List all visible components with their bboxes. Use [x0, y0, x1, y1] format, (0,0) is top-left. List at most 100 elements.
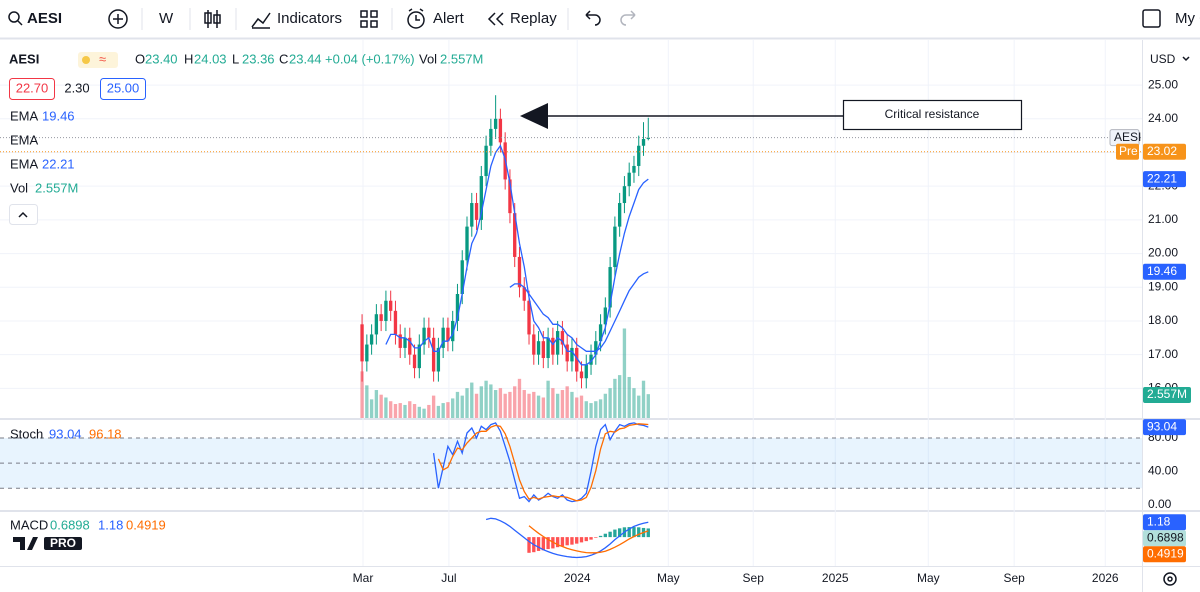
premarket-tag — [1116, 143, 1139, 160]
volume-bar — [598, 399, 603, 418]
macd-histogram-bar — [560, 537, 565, 547]
redo-button[interactable] — [620, 10, 636, 26]
indicator-name: EMA — [10, 156, 39, 171]
gear-icon — [1163, 572, 1177, 586]
bid-box[interactable] — [9, 78, 55, 100]
candle-body — [403, 337, 407, 348]
volume-bar — [617, 375, 622, 418]
y-tick-label: 18.00 — [1148, 313, 1178, 327]
volume-bar — [536, 395, 541, 418]
symbol-search[interactable]: AESI — [8, 10, 62, 27]
macd-histogram-bar — [527, 537, 531, 553]
volume-bar — [594, 401, 598, 418]
candle-body — [455, 294, 460, 321]
volume-bar — [398, 403, 402, 418]
y-tick-label: 21.00 — [1148, 212, 1178, 226]
settings-button[interactable] — [1163, 572, 1177, 586]
plot-area: MarJul2024MaySep2025MaySep202616.0017.00… — [0, 40, 1191, 585]
undo-button[interactable] — [585, 10, 601, 26]
candle-body — [532, 334, 536, 355]
ohlc-value: 23.36 — [242, 51, 275, 66]
candle-body — [384, 300, 388, 321]
volume-bar — [470, 382, 474, 418]
grid-icon — [360, 10, 378, 28]
volume-bar — [446, 402, 450, 418]
candle-body — [536, 341, 541, 355]
candle-body — [541, 341, 546, 359]
candle-body — [632, 165, 636, 173]
currency[interactable]: USD — [1150, 52, 1176, 66]
ask-box[interactable] — [100, 78, 146, 100]
x-tick-label: Mar — [353, 571, 374, 585]
candle-body — [527, 300, 531, 335]
stoch-k-value: 93.04 — [49, 426, 82, 441]
volume-bar — [565, 386, 569, 418]
indicators-label: Indicators — [277, 10, 342, 27]
candle-body — [398, 334, 402, 348]
candle-body — [579, 371, 584, 379]
candle-body — [517, 256, 522, 288]
logo-badge — [44, 537, 82, 550]
x-tick-label: Sep — [1003, 571, 1025, 585]
volume-bar — [360, 371, 364, 418]
ask: 25.00 — [107, 80, 140, 95]
candle-body — [408, 337, 412, 355]
candle-body — [379, 314, 383, 321]
chart-type-button[interactable] — [204, 10, 221, 28]
volume-bar — [560, 390, 565, 418]
volume-bar — [427, 404, 431, 418]
candle-body — [484, 145, 488, 177]
volume-bar — [589, 403, 593, 418]
candle-body — [422, 327, 426, 345]
volume-bar — [489, 384, 493, 418]
interval[interactable]: W — [159, 10, 174, 27]
account-checkbox[interactable] — [1142, 9, 1161, 28]
volume-bar — [369, 399, 374, 418]
macd-histogram-bar — [584, 537, 588, 542]
logo-text: PRO — [50, 536, 76, 550]
premarket-tag-label: Pre — [1119, 144, 1138, 158]
replay-button[interactable]: Replay — [487, 10, 557, 27]
annotation-arrowhead — [520, 103, 548, 129]
volume-bar — [493, 390, 498, 418]
candle-body — [365, 344, 369, 362]
alert-button[interactable]: Alert — [407, 8, 465, 29]
legend-change: +0.04 (+0.17%) — [325, 51, 415, 66]
volume-bar — [451, 398, 455, 418]
alert-label: Alert — [433, 10, 465, 27]
ohlc-key: L — [232, 51, 239, 66]
ohlc-value: 23.44 — [289, 51, 322, 66]
compare-button[interactable] — [108, 9, 128, 29]
volume-bar — [465, 388, 469, 418]
candle-body — [546, 337, 550, 359]
volume-bar — [498, 388, 503, 418]
candle-body — [417, 344, 421, 369]
candle-body — [479, 176, 483, 220]
candle-body — [646, 137, 650, 140]
plus-icon — [113, 14, 123, 24]
volume-bar — [393, 404, 398, 418]
axis-tag — [1143, 263, 1186, 280]
volume-bar — [412, 404, 417, 418]
signal-value: 0.4919 — [126, 517, 166, 532]
stoch-title: Stoch — [10, 426, 43, 441]
y-tick-label: 0.00 — [1148, 497, 1172, 511]
volume-bar — [379, 394, 383, 418]
macd-histogram-bar — [555, 537, 560, 548]
candle-body — [613, 226, 617, 268]
session-icon — [82, 56, 90, 64]
volume-bar — [513, 386, 517, 418]
indicator-value: 19.46 — [42, 108, 75, 123]
candle-body — [508, 179, 512, 214]
indicators-button[interactable]: Indicators — [251, 10, 342, 29]
candle-body — [589, 354, 593, 365]
macd-histogram-bar — [589, 537, 593, 540]
volume-bar — [365, 385, 369, 418]
templates-button[interactable] — [360, 10, 378, 28]
candle-body — [608, 267, 612, 308]
candle-body — [451, 320, 455, 342]
axis-tag-label: 22.21 — [1147, 171, 1177, 185]
candle-body — [627, 172, 631, 187]
candle-body — [584, 364, 588, 379]
